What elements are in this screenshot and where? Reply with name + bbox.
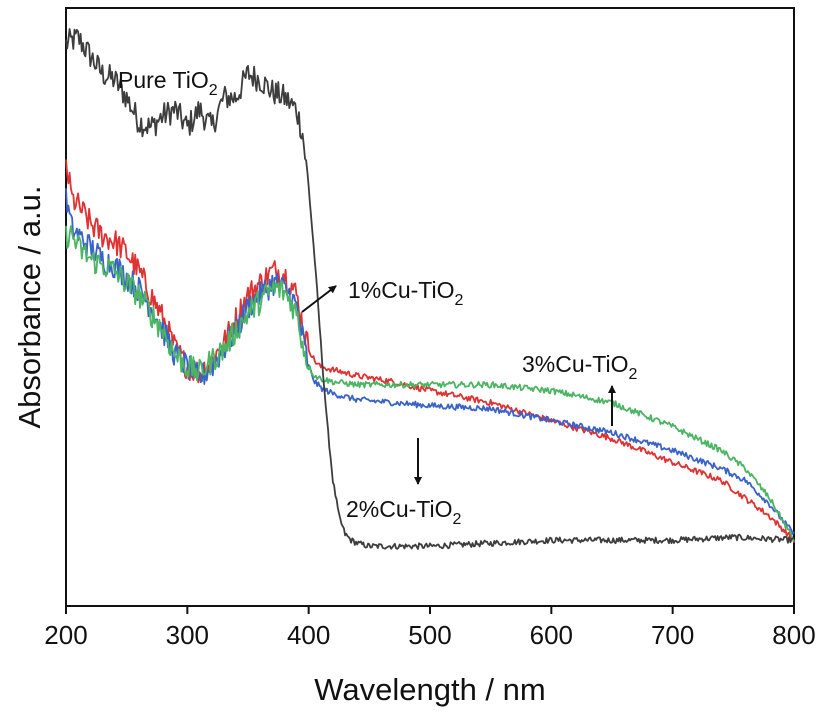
series-line-cu2 bbox=[65, 188, 795, 536]
annotation-2-cu-tio2: 2%Cu-TiO2 bbox=[346, 496, 462, 528]
x-tick-label: 300 bbox=[166, 620, 209, 650]
arrow-1-cu bbox=[301, 285, 337, 313]
x-axis-ticks: 200 300 400 500 600 700 800 bbox=[44, 606, 816, 650]
x-tick-label: 800 bbox=[772, 620, 815, 650]
x-tick-label: 200 bbox=[44, 620, 87, 650]
x-tick-label: 400 bbox=[287, 620, 330, 650]
annotation-3-cu-tio2: 3%Cu-TiO2 bbox=[522, 351, 638, 383]
series-layer bbox=[65, 28, 795, 550]
x-tick-label: 500 bbox=[408, 620, 451, 650]
series-line-pure bbox=[65, 28, 795, 550]
y-axis-title: Absorbance / a.u. bbox=[12, 186, 47, 429]
x-tick-label: 700 bbox=[651, 620, 694, 650]
annotation-1-cu-tio2: 1%Cu-TiO2 bbox=[348, 277, 464, 309]
series-line-cu3 bbox=[65, 225, 795, 542]
x-tick-label: 600 bbox=[530, 620, 573, 650]
annotation-pure-tio2: Pure TiO2 bbox=[118, 67, 218, 99]
x-axis-title: Wavelength / nm bbox=[314, 672, 545, 707]
